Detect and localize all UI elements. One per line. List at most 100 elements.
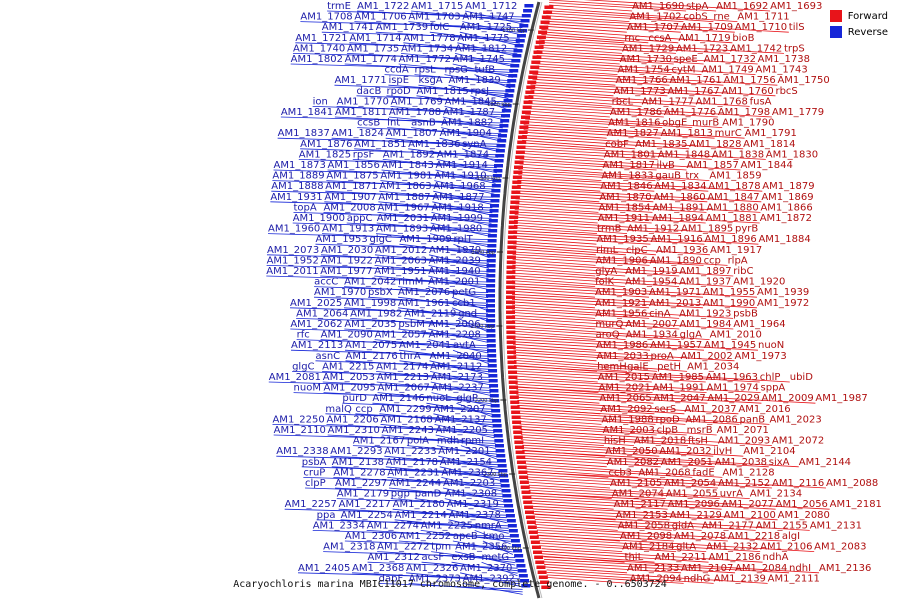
gene-label: msrB [687,425,713,436]
gene-label: AM1_2073 [267,245,319,256]
connector-line [541,28,733,44]
gene-label: rpsL [415,65,437,76]
forward-gene-arrow [520,485,530,489]
gene-label: stpA [686,1,708,12]
gene-label: AM1_1954 [625,277,677,288]
reverse-gene-arrow [495,149,505,153]
forward-gene-arrow [517,135,527,139]
gene-label: psbA [302,457,327,468]
connector-line [523,457,661,468]
gene-label: pgp [391,489,410,500]
reverse-gene-arrow [521,14,531,18]
connector-line [518,410,740,425]
connector-line [515,201,707,213]
gene-label: AM1_1703 [408,12,460,23]
gene-label: AM1_2031 [377,213,429,224]
forward-gene-arrow [540,580,550,584]
gene-label: panB [739,414,765,425]
gene-label: AM1_1872 [760,213,812,224]
connector-line [511,288,650,298]
gene-label: AM1_1934 [626,330,678,341]
gene-label: AM1_2037 [684,404,736,415]
gene-label: AM1_1712 [465,1,517,12]
connector-line [303,477,502,484]
connector-line [431,551,516,563]
gene-label: ubiD [790,372,813,383]
reverse-gene-arrow [520,579,530,583]
gene-label: AM1_2050 [605,446,657,457]
connector-line [313,296,489,304]
gene-label: AM1_1923 [679,308,731,319]
gene-label: AM1_1913 [322,224,374,235]
gene-label: AM1_2176 [345,351,397,362]
gene-label: AM1_2119 [404,308,456,319]
reverse-gene-arrow [493,429,503,433]
connector-line [512,325,710,340]
connector-line [541,553,655,563]
reverse-gene-arrow [497,464,507,468]
connector-line [522,139,636,150]
forward-gene-arrow [513,435,523,439]
connector-line [511,285,704,298]
connector-line [322,381,491,391]
connector-line [534,524,618,531]
connector-line [352,445,497,452]
connector-line [354,21,523,31]
connector-line [512,341,651,351]
connector-line [520,150,658,160]
connector-line [514,370,706,383]
gene-label: nuoL [426,393,451,404]
forward-gene-arrow [519,475,529,479]
reverse-gene-arrow [488,219,498,223]
forward-gene-arrow [527,80,537,84]
gene-label: ccdA [385,65,409,76]
forward-gene-arrow [532,55,542,59]
gene-label: AM1_2181 [830,499,882,510]
reverse-gene-arrow [490,194,500,198]
gene-label: AM1_1692 [716,1,768,12]
reverse-gene-arrow [487,354,497,358]
reverse-gene-arrow [489,204,499,208]
connector-line [546,572,714,584]
gene-label: AM1_2018 [634,436,686,447]
connector-line [516,391,708,404]
forward-gene-arrow [506,305,516,309]
reverse-gene-arrow [500,484,510,488]
gene-label: fadE [692,467,714,478]
gene-label: AM1_1881 [706,213,758,224]
gene-label: AM1_1952 [267,255,319,266]
connector-line [367,561,518,569]
gene-label: ccb1 [452,298,476,309]
gene-label: murC [715,128,742,139]
gene-label: panD [415,489,442,500]
gene-label: rpmI [461,436,484,447]
gene-label: AM1_1972 [757,298,809,309]
reverse-gene-arrow [490,399,500,403]
connector-line [538,44,676,54]
connector-line [349,42,518,52]
gene-label: ilvH [713,446,732,457]
reverse-gene-arrow [510,539,520,543]
gene-label: AM1_1834 [654,181,706,192]
connector-line [315,360,490,368]
reverse-gene-arrow [486,324,496,328]
gene-label: AM1_2203 [443,478,495,489]
forward-gene-arrow [509,385,519,389]
gene-label: AM1_2007 [625,319,677,330]
gene-label: gnd [458,308,477,319]
gene-label: AM1_1848 [658,149,710,160]
connector-line [528,100,612,107]
connector-line [530,84,722,97]
gene-label: AM1_1773 [613,86,665,97]
gene-label: AM1_2218 [728,531,780,542]
legend-item-forward: Forward [829,8,888,24]
reverse-gene-arrow [488,379,498,383]
gene-label: AM1_1812 [455,43,507,54]
connector-line [532,78,616,86]
connector-line [534,519,702,531]
connector-line [512,277,626,287]
connector-line [546,574,684,584]
forward-gene-arrow [512,420,522,424]
forward-gene-arrow [506,255,516,259]
connector-line [522,447,660,457]
